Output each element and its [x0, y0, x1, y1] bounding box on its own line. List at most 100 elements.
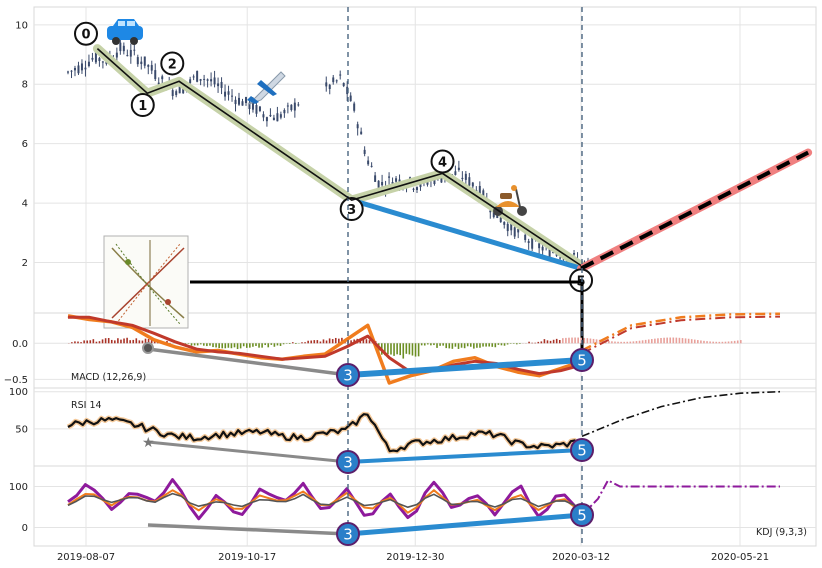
macd-histogram-bar [292, 342, 294, 344]
macd-histogram-bar [733, 340, 736, 344]
wave-label: 3 [347, 203, 356, 218]
candle-body [527, 241, 530, 243]
candle-body [377, 180, 380, 188]
candle-body [255, 105, 258, 114]
macd-divergence-grey [147, 347, 349, 377]
macd-histogram-bar [724, 341, 727, 344]
macd-histogram-bar [239, 343, 242, 349]
macd-histogram-bar [245, 343, 248, 348]
candle-body [196, 71, 199, 82]
macd-histogram-bar [417, 343, 420, 357]
candle-body [342, 83, 345, 87]
macd-histogram-bar [230, 343, 233, 349]
macd-histogram-bar [663, 337, 665, 344]
macd-histogram-bar [387, 343, 389, 355]
macd-histogram-bar [255, 343, 257, 346]
macd-histogram-bar [408, 343, 411, 355]
candle-body [276, 113, 279, 122]
macd-histogram-bar [71, 342, 73, 344]
macd-histogram-bar [166, 340, 168, 344]
macd-histogram-bar [242, 343, 245, 347]
macd-histogram-bar [503, 343, 506, 346]
candle-body [91, 57, 94, 60]
macd-histogram-bar [730, 341, 733, 344]
kdj-forecast-line [581, 479, 780, 516]
candle-body [471, 182, 474, 187]
macd-histogram-bar [123, 338, 125, 344]
candle-body [457, 167, 460, 170]
macd-histogram-bar [74, 341, 76, 344]
macd-histogram-bar [669, 337, 672, 344]
macd-histogram-bar [209, 343, 211, 346]
candle-body [440, 177, 443, 183]
macd-histogram-bar [623, 341, 625, 344]
macd-histogram-bar [126, 337, 128, 344]
macd-histogram-bar [104, 338, 107, 344]
macd-histogram-bar [328, 338, 331, 344]
wave-label-circle [74, 21, 98, 46]
macd-histogram-bar [638, 340, 641, 344]
candle-body [489, 210, 492, 213]
macd-histogram-bar [193, 343, 196, 346]
macd-histogram-bar [420, 343, 423, 346]
macd-histogram-bar [433, 343, 435, 346]
kdj-panel [33, 465, 817, 547]
y-tick-label: 6 [22, 139, 28, 150]
macd-histogram-bar [215, 343, 217, 348]
candle-body [517, 229, 520, 233]
macd-histogram-bar [86, 340, 89, 344]
candle-body [251, 101, 254, 110]
candle-body [101, 61, 104, 63]
macd-histogram-bar [325, 340, 328, 344]
candle-body [360, 131, 363, 135]
macd-histogram-bar [598, 339, 601, 344]
wave-label: 0 [81, 28, 90, 43]
macd-histogram-bar [519, 343, 521, 344]
macd-histogram-bar [206, 343, 208, 347]
candle-body [367, 160, 370, 165]
macd-histogram-bar [322, 339, 325, 344]
macd-histogram-bar [264, 343, 266, 346]
candle-body [454, 171, 457, 175]
indicator-wave-label: 3 [343, 454, 353, 472]
macd-histogram-bar [282, 343, 285, 345]
macd-histogram-bar [516, 343, 518, 345]
macd-histogram-bar [203, 343, 205, 346]
candle-body [258, 106, 261, 111]
macd-histogram-bar [654, 338, 656, 344]
candle-body [468, 177, 471, 186]
macd-histogram-bar [199, 343, 202, 345]
candle-body [126, 55, 129, 57]
macd-histogram-bar [528, 341, 530, 344]
macd-histogram-bar [350, 340, 352, 344]
x-tick-label: 2019-08-07 [57, 552, 115, 563]
macd-histogram-bar [562, 338, 564, 344]
macd-histogram-bar [218, 343, 220, 349]
macd-histogram-bar [236, 343, 239, 350]
macd-histogram-bar [531, 342, 533, 344]
macd-histogram-bar [150, 339, 153, 344]
macd-histogram-bar [147, 338, 150, 344]
candle-body [363, 149, 366, 154]
macd-histogram-bar [552, 339, 555, 344]
candle-body [87, 61, 90, 67]
macd-histogram [68, 337, 742, 359]
kdj-k-line [67, 492, 583, 511]
candle-body [510, 221, 513, 231]
kdj-y-tick-label: 100 [9, 482, 28, 493]
macd-histogram-bar [132, 339, 135, 344]
macd-histogram-bar [651, 339, 653, 344]
candle-body [129, 49, 132, 57]
candle-body [147, 64, 150, 67]
macd-histogram-bar [497, 343, 500, 345]
indicator-wave-label: 3 [343, 526, 353, 544]
candle-body [433, 178, 436, 185]
candle-body [297, 104, 300, 106]
candle-body [84, 67, 87, 70]
macd-histogram-bar [583, 337, 586, 344]
candle-body [157, 82, 160, 85]
candle-body [136, 57, 139, 65]
macd-histogram-bar [258, 343, 260, 348]
candle-body [171, 90, 174, 97]
